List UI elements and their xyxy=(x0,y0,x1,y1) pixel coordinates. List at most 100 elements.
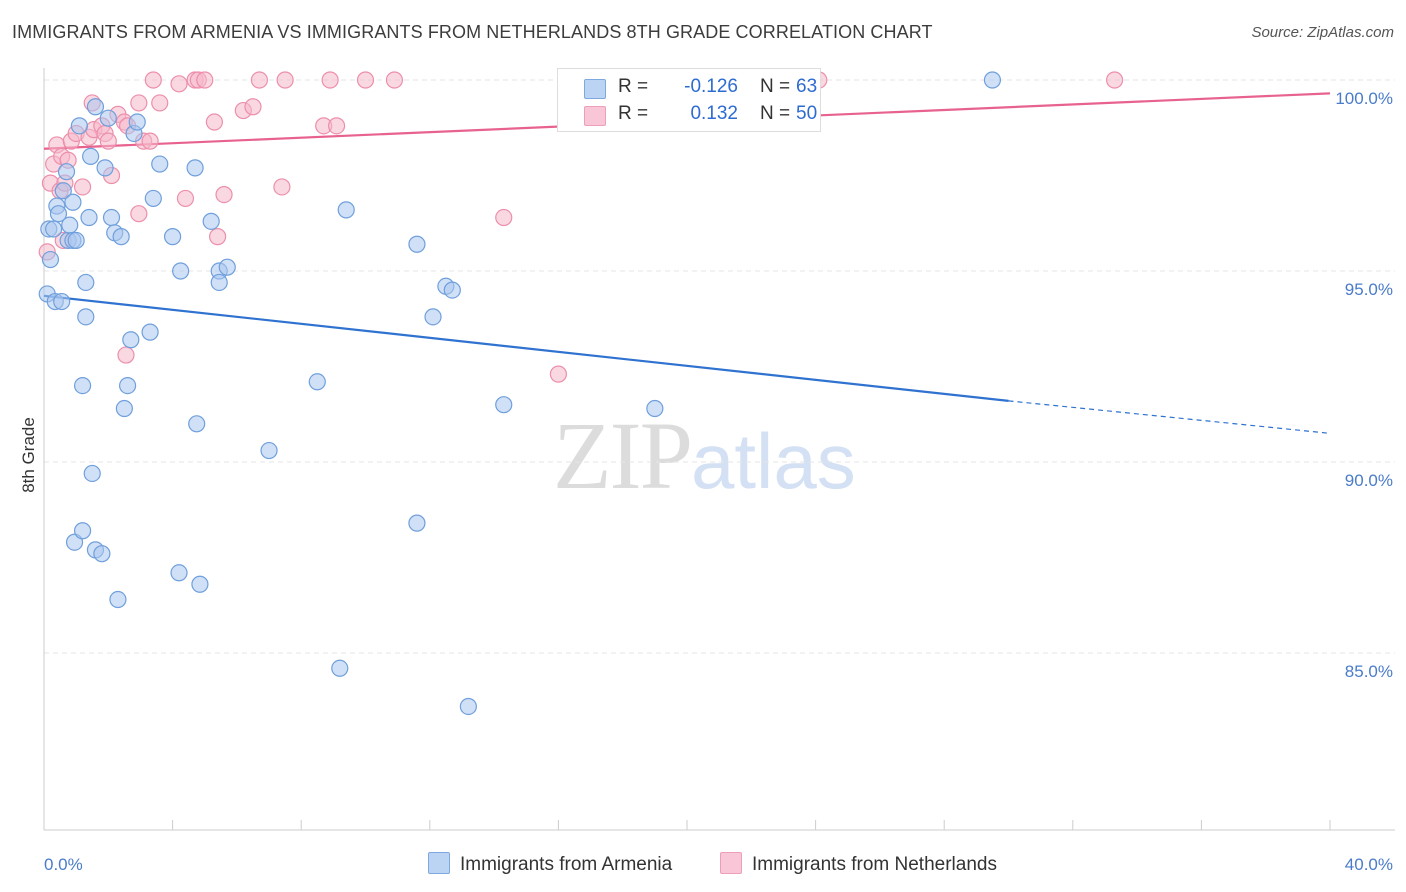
armenia-point xyxy=(67,231,85,250)
armenia-point xyxy=(331,659,349,677)
n-label: N = xyxy=(760,103,791,124)
armenia-point xyxy=(53,292,71,311)
armenia-point xyxy=(337,201,355,219)
legend-item-armenia: Immigrants from Armenia xyxy=(428,852,672,876)
netherlands-n-value: 50 xyxy=(796,103,818,124)
watermark-zip: ZIP xyxy=(553,402,693,509)
armenia-point xyxy=(82,147,100,165)
netherlands-point xyxy=(549,365,568,383)
armenia-point xyxy=(172,262,190,280)
netherlands-point xyxy=(244,98,262,116)
chart-title: IMMIGRANTS FROM ARMENIA VS IMMIGRANTS FR… xyxy=(12,22,933,42)
armenia-point xyxy=(191,575,209,593)
armenia-point xyxy=(115,399,133,418)
netherlands-point xyxy=(250,71,269,89)
armenia-point xyxy=(144,189,162,208)
armenia-point xyxy=(109,590,127,609)
armenia-point xyxy=(646,399,664,418)
armenia-point xyxy=(96,159,114,177)
netherlands-point xyxy=(144,71,162,89)
netherlands-legend-swatch xyxy=(720,852,742,874)
armenia-point xyxy=(57,163,76,181)
armenia-point xyxy=(424,308,442,326)
y-axis-label: 8th Grade xyxy=(19,417,38,493)
armenia-point xyxy=(408,235,426,253)
armenia-point xyxy=(70,117,88,135)
netherlands-point xyxy=(196,71,214,89)
netherlands-r-value: 0.132 xyxy=(690,103,738,124)
netherlands-point xyxy=(209,228,227,246)
data-points xyxy=(38,71,1124,716)
armenia-point xyxy=(54,182,72,200)
armenia-point xyxy=(308,373,326,391)
netherlands-point xyxy=(130,205,148,223)
netherlands-point xyxy=(141,132,159,150)
y-tick-label: 100.0% xyxy=(1335,89,1393,108)
armenia-point xyxy=(141,323,159,341)
netherlands-point xyxy=(215,186,233,204)
netherlands-point xyxy=(321,71,339,89)
armenia-point xyxy=(61,216,79,234)
armenia-point xyxy=(49,205,68,223)
legend-item-netherlands: Immigrants from Netherlands xyxy=(720,852,997,876)
netherlands-point xyxy=(205,113,223,131)
netherlands-point xyxy=(1105,71,1124,89)
armenia-point xyxy=(128,113,146,131)
netherlands-point xyxy=(385,71,404,89)
armenia-point xyxy=(443,281,461,299)
armenia-point xyxy=(170,564,188,582)
netherlands-point xyxy=(170,75,188,93)
netherlands-point xyxy=(117,346,135,364)
armenia-point xyxy=(408,514,426,532)
netherlands-point xyxy=(276,71,294,89)
axis-labels: 85.0% 90.0% 95.0% 100.0% 0.0% 40.0% 8th Grade xyxy=(19,89,1393,874)
armenia-point xyxy=(77,273,95,292)
armenia-point xyxy=(73,522,92,540)
armenia-trend-line xyxy=(43,294,1009,402)
armenia-point xyxy=(73,377,92,395)
y-tick-label: 95.0% xyxy=(1345,280,1393,299)
armenia-point xyxy=(495,396,513,414)
armenia-point xyxy=(45,220,63,238)
r-label: R = xyxy=(618,76,649,97)
armenia-point xyxy=(459,697,477,716)
source-label: Source: ZipAtlas.com xyxy=(1251,24,1394,41)
armenia-point xyxy=(210,273,228,292)
gridlines xyxy=(44,79,1395,654)
armenia-n-value: 63 xyxy=(796,76,818,97)
netherlands-point xyxy=(73,178,92,196)
armenia-point xyxy=(80,208,98,227)
armenia-point xyxy=(77,308,95,326)
netherlands-point xyxy=(273,178,291,196)
armenia-trend-extension xyxy=(1008,400,1331,434)
netherlands-point xyxy=(151,94,169,112)
netherlands-legend-label: Immigrants from Netherlands xyxy=(752,854,997,875)
armenia-point xyxy=(64,193,82,211)
armenia-point xyxy=(102,208,121,227)
y-tick-label: 90.0% xyxy=(1345,471,1393,490)
axes xyxy=(43,68,1395,831)
armenia-point xyxy=(164,228,182,246)
armenia-point xyxy=(260,441,278,460)
netherlands-swatch xyxy=(584,106,606,126)
netherlands-point xyxy=(130,94,148,112)
armenia-point xyxy=(188,415,206,433)
armenia-point xyxy=(41,250,60,269)
trend-lines xyxy=(43,92,1331,434)
r-label: R = xyxy=(618,103,649,124)
armenia-swatch xyxy=(584,79,606,99)
armenia-point xyxy=(122,331,140,349)
armenia-point xyxy=(151,155,169,173)
armenia-point xyxy=(118,377,137,395)
armenia-point xyxy=(218,258,236,276)
netherlands-point xyxy=(176,189,195,208)
armenia-point xyxy=(83,464,101,483)
x-tick-label-max: 40.0% xyxy=(1345,855,1393,874)
armenia-point xyxy=(86,98,105,116)
netherlands-point xyxy=(99,132,117,150)
x-tick-label-min: 0.0% xyxy=(44,855,83,874)
armenia-legend-label: Immigrants from Armenia xyxy=(460,854,673,875)
armenia-point xyxy=(93,545,111,563)
armenia-legend-swatch xyxy=(428,852,450,874)
